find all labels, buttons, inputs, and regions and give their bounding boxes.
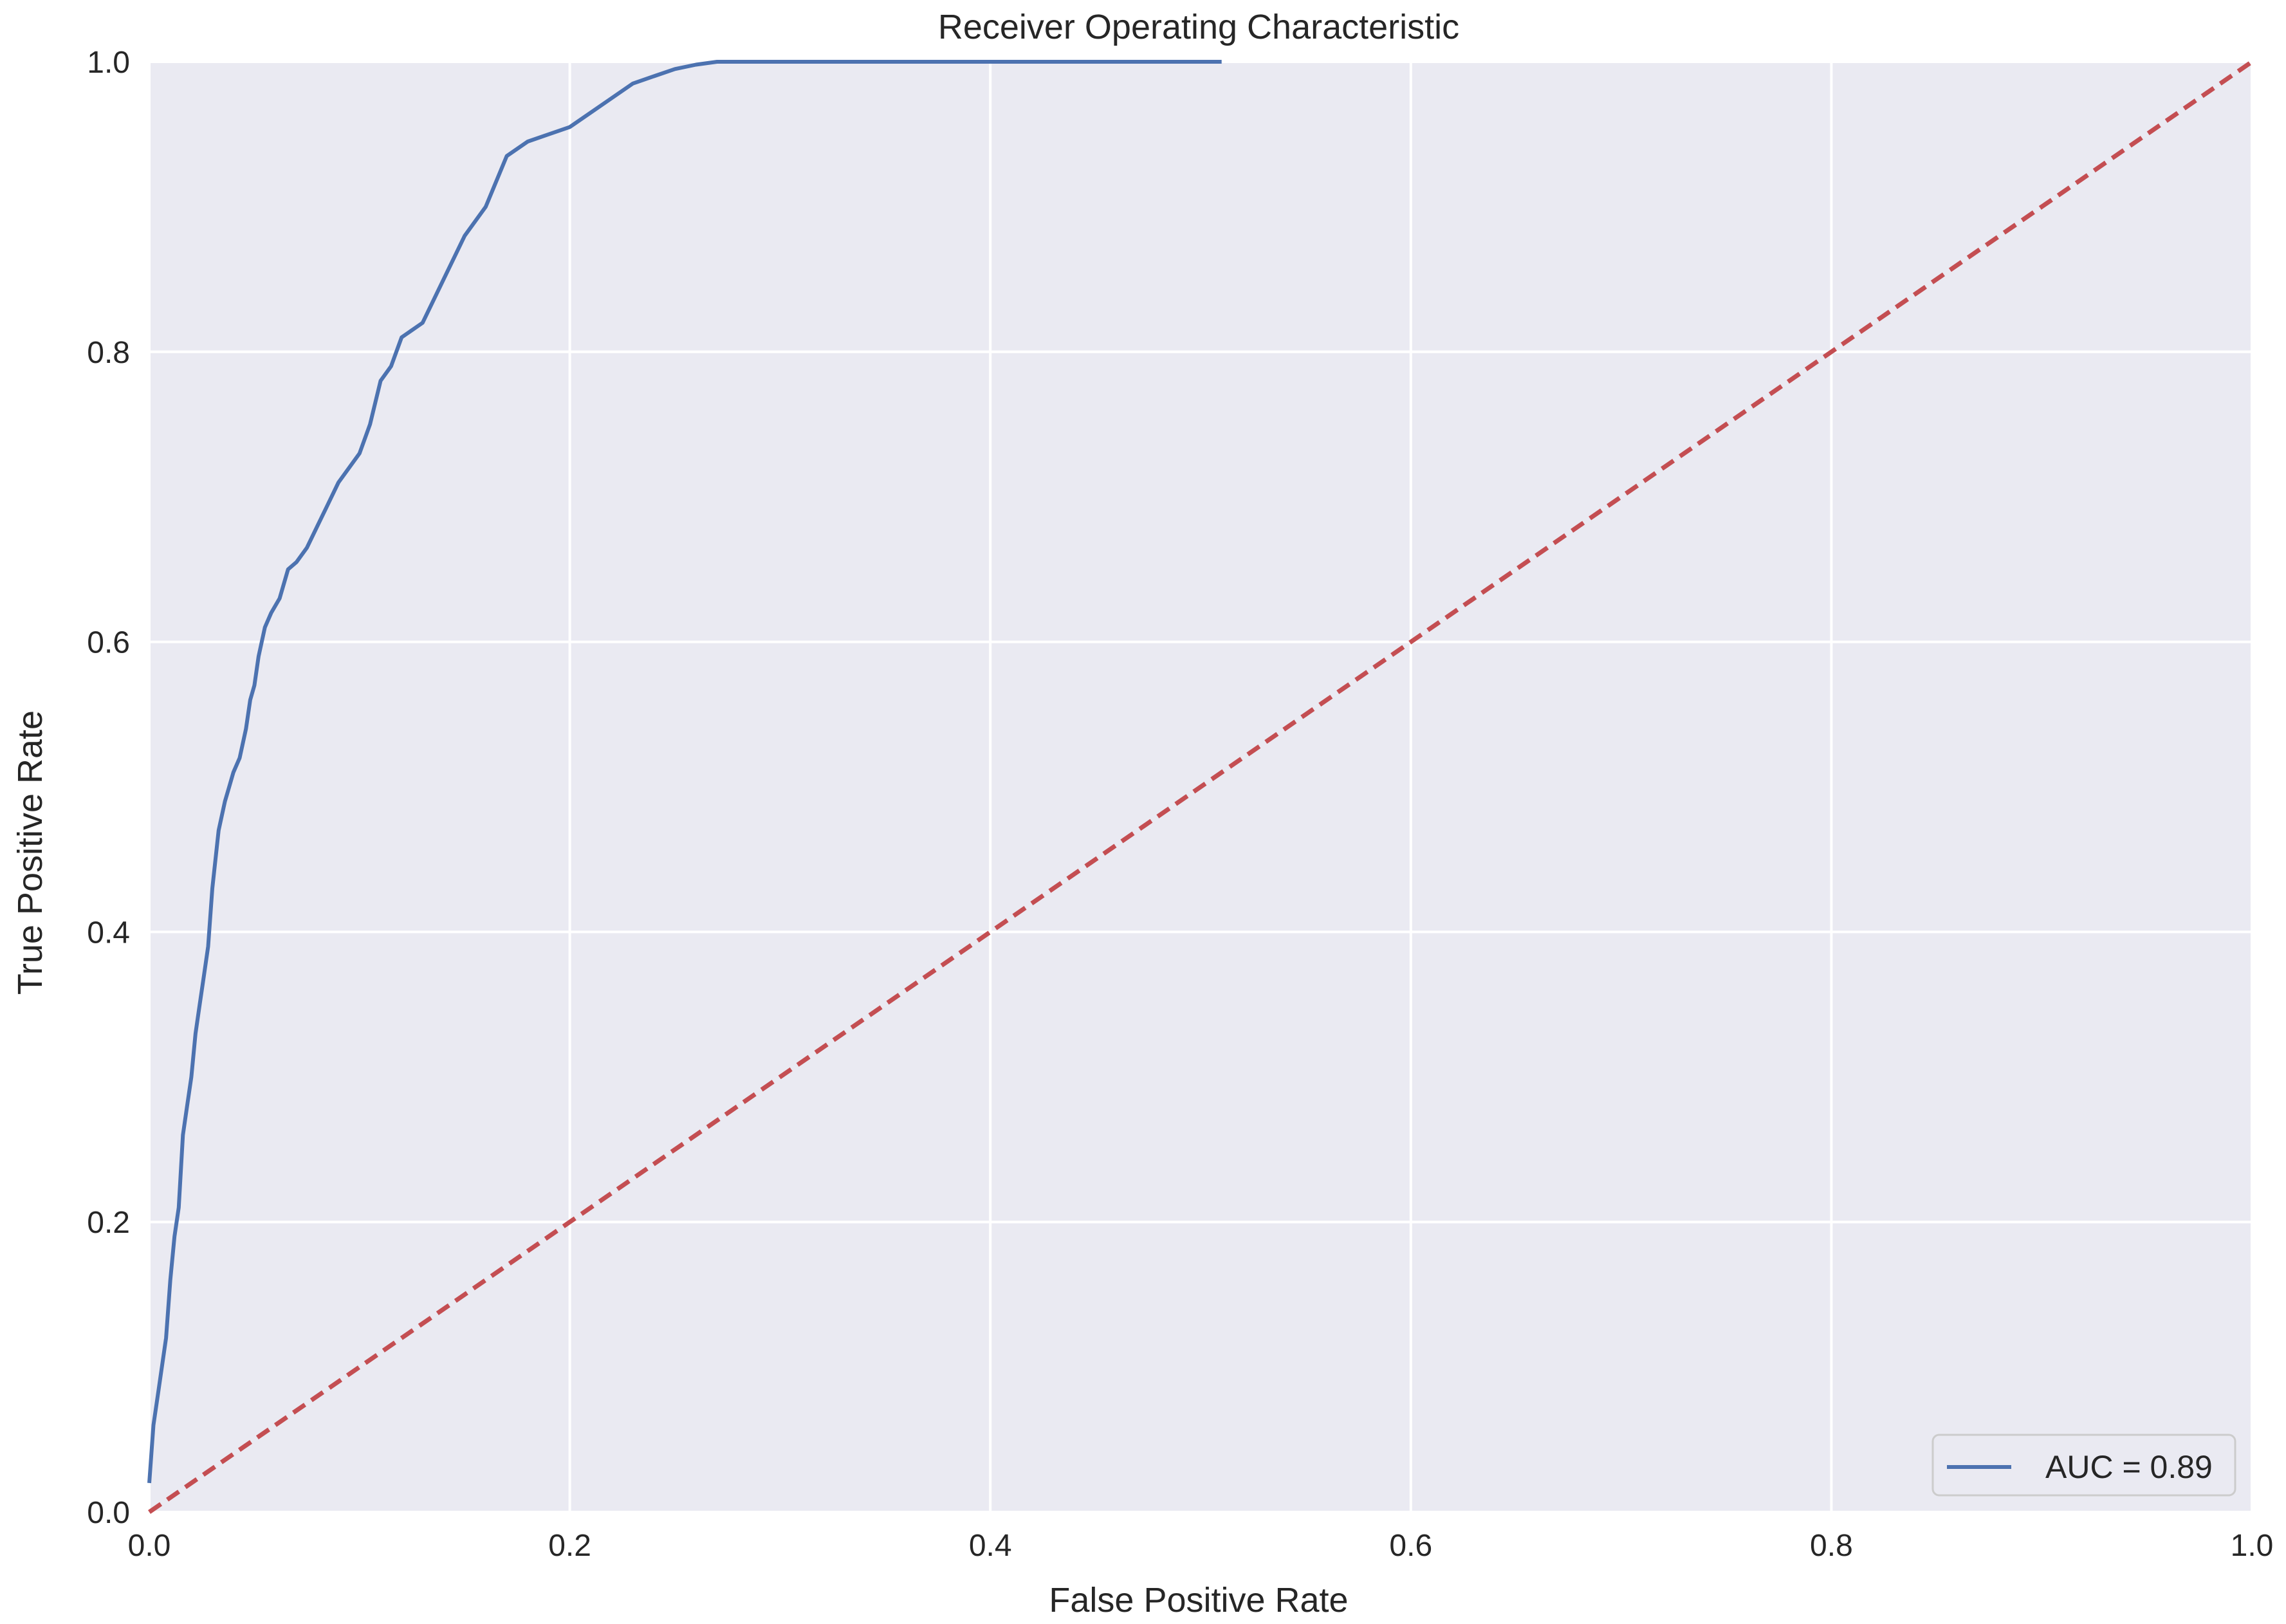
- chart-title: Receiver Operating Characteristic: [938, 8, 1459, 46]
- x-tick-label: 0.8: [1810, 1529, 1853, 1563]
- y-tick-label: 0.4: [87, 916, 130, 950]
- tick-labels: 0.0 0.2 0.4 0.6 0.8 1.0 0.0 0.2 0.4 0.6 0.8 1.0: [87, 46, 2273, 1563]
- y-axis-label: True Positive Rate: [11, 710, 50, 995]
- x-tick-label: 0.4: [969, 1529, 1012, 1563]
- x-axis-label: False Positive Rate: [1049, 1581, 1348, 1619]
- legend: AUC = 0.89: [1931, 1434, 2236, 1497]
- roc-curve-line: [147, 60, 1222, 1484]
- x-tick-label: 0.6: [1389, 1529, 1432, 1563]
- x-tick-label: 1.0: [2231, 1529, 2274, 1563]
- legend-box: [1931, 1434, 2236, 1497]
- x-tick-label: 0.0: [128, 1529, 171, 1563]
- y-tick-label: 0.0: [87, 1496, 130, 1530]
- y-tick-label: 1.0: [87, 46, 130, 80]
- x-tick-label: 0.2: [548, 1529, 591, 1563]
- legend-label: AUC = 0.89: [2045, 1449, 2213, 1485]
- y-tick-label: 0.8: [87, 336, 130, 370]
- y-tick-label: 0.2: [87, 1206, 130, 1240]
- chance-diagonal-line: [148, 60, 2253, 1514]
- y-tick-label: 0.6: [87, 626, 130, 660]
- series-layer: [147, 60, 2253, 1514]
